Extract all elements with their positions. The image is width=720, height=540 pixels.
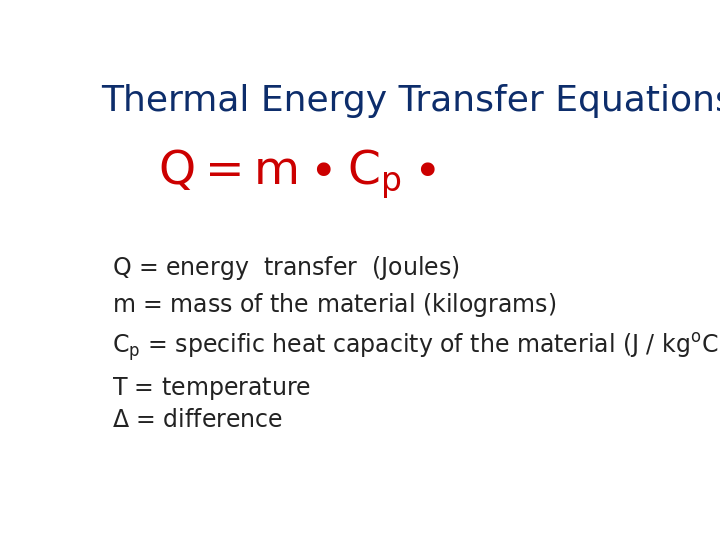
Text: $\mathrm{m}$ = mass of the material (kilograms): $\mathrm{m}$ = mass of the material (kil… — [112, 292, 557, 320]
Text: $\mathrm{\Delta}$ = difference: $\mathrm{\Delta}$ = difference — [112, 408, 284, 432]
Text: Thermal Energy Transfer Equations: Thermal Energy Transfer Equations — [101, 84, 720, 118]
Text: $\mathrm{Q = m \bullet C_p \bullet}$: $\mathrm{Q = m \bullet C_p \bullet}$ — [158, 148, 436, 201]
Text: $\mathrm{T}$ = temperature: $\mathrm{T}$ = temperature — [112, 375, 311, 402]
Text: $\mathrm{Q}$ = energy  transfer  (Joules): $\mathrm{Q}$ = energy transfer (Joules) — [112, 254, 460, 282]
Text: $\mathrm{C_p}$ = specific heat capacity of the material (J / kg$\mathrm{^oC}$ ): $\mathrm{C_p}$ = specific heat capacity … — [112, 331, 720, 363]
